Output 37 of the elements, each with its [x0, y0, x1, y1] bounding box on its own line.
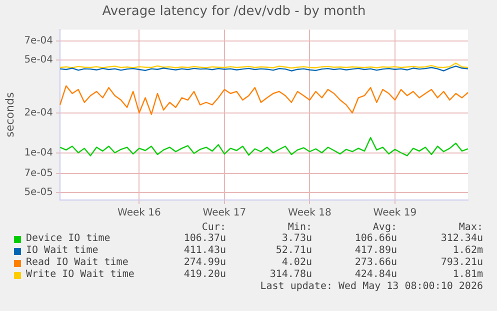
text: 793.21u	[440, 257, 483, 269]
y-tick-label: 1e-04	[24, 147, 54, 158]
text: 106.66u	[354, 233, 397, 245]
legend-label: Read IO Wait time	[26, 257, 128, 269]
text: Min:	[288, 222, 312, 234]
text: 274.99u	[184, 257, 226, 269]
y-axis-title: seconds	[3, 92, 16, 138]
text: 312.34u	[440, 233, 483, 245]
text: Cur:	[202, 222, 226, 234]
text: 1.81m	[452, 269, 483, 281]
text: 411.43u	[184, 245, 226, 257]
y-tick-label: 7e-04	[24, 35, 54, 46]
text: Avg:	[372, 222, 397, 234]
text: 3.73u	[282, 233, 312, 245]
legend-label: IO Wait time	[26, 245, 98, 257]
x-tick-label: Week 16	[118, 208, 161, 219]
text: 4.02u	[282, 257, 312, 269]
text: Last update: Wed May 13 08:00:10 2026	[260, 281, 483, 293]
x-tick-label: Week 18	[288, 208, 332, 219]
text: 419.20u	[184, 269, 226, 281]
text: 424.84u	[354, 269, 397, 281]
legend-label: Write IO Wait time	[26, 269, 134, 281]
text: 273.66u	[354, 257, 397, 269]
y-tick-label: 2e-04	[24, 107, 54, 118]
text: 417.89u	[354, 245, 397, 257]
y-tick-label: 5e-04	[24, 54, 54, 66]
chart-title: Average latency for /dev/vdb - by month	[102, 4, 366, 20]
x-tick-label: Week 19	[373, 208, 417, 219]
text: 52.71u	[276, 245, 312, 257]
y-tick-label: 7e-05	[24, 168, 54, 179]
text: 314.78u	[270, 269, 312, 281]
text: Max:	[458, 222, 483, 234]
text: 106.37u	[184, 233, 226, 245]
y-tick-label: 5e-05	[24, 187, 54, 198]
legend-label: Device IO time	[26, 233, 110, 245]
text: 1.62m	[452, 245, 483, 257]
x-tick-label: Week 17	[202, 208, 246, 219]
